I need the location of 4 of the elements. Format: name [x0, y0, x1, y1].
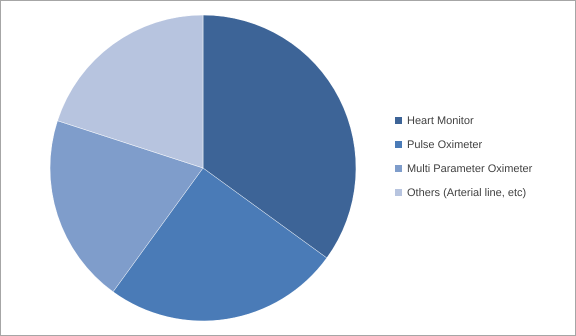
legend-label: Pulse Oximeter	[407, 139, 483, 151]
legend-label: Heart Monitor	[407, 115, 474, 127]
legend-label: Others (Arterial line, etc)	[407, 187, 526, 199]
legend-label: Multi Parameter Oximeter	[407, 163, 533, 175]
